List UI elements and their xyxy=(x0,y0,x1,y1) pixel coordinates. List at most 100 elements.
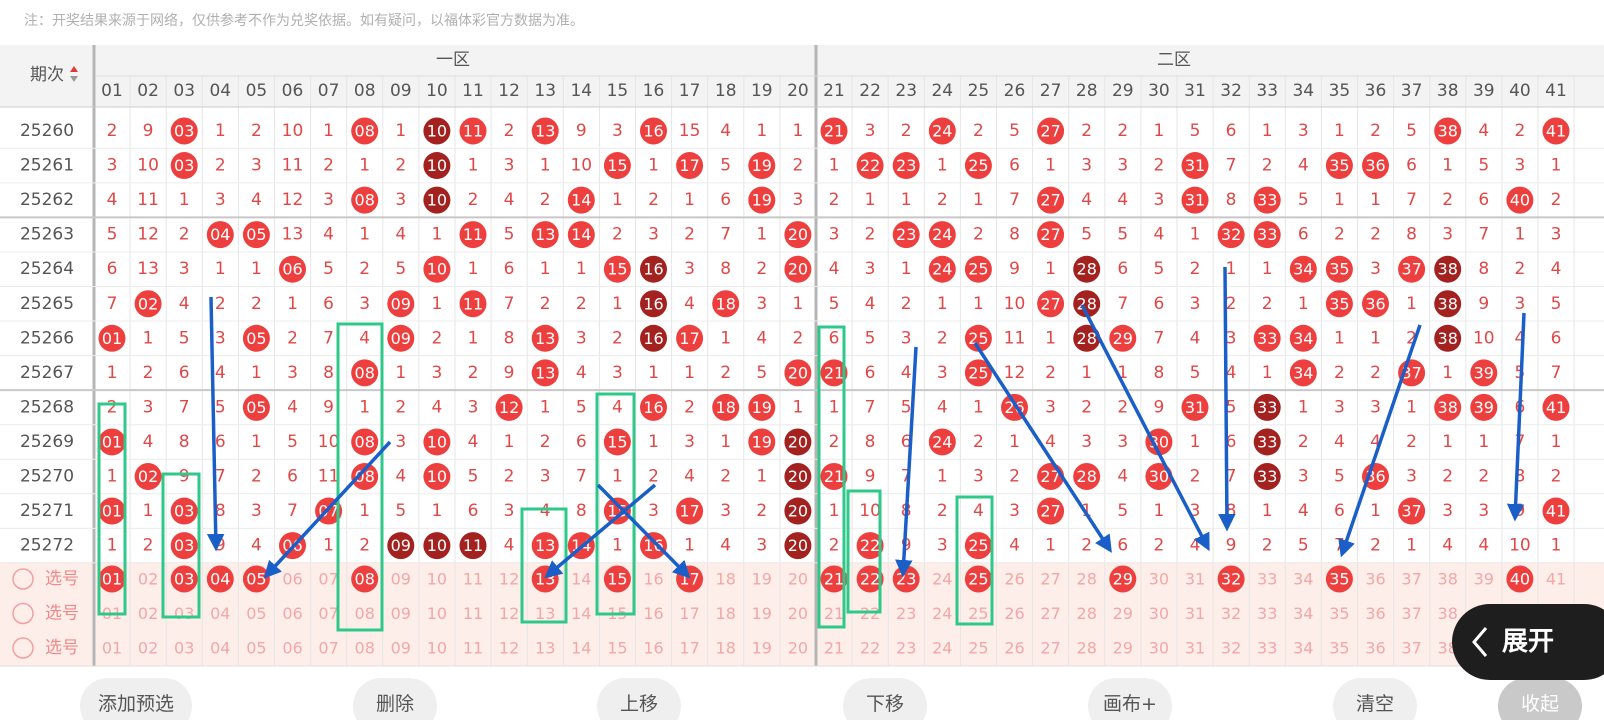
select-number[interactable]: 25 xyxy=(968,604,988,623)
select-number[interactable]: 37 xyxy=(1401,604,1421,623)
select-number[interactable]: 23 xyxy=(896,639,916,658)
select-number[interactable]: 08 xyxy=(355,639,375,658)
select-number[interactable]: 19 xyxy=(752,604,772,623)
select-number[interactable]: 21 xyxy=(824,639,844,658)
select-number[interactable]: 36 xyxy=(1365,639,1385,658)
select-number[interactable]: 03 xyxy=(174,570,194,589)
selected-ball[interactable] xyxy=(98,565,126,593)
select-number[interactable]: 05 xyxy=(246,570,266,589)
select-number[interactable]: 35 xyxy=(1329,604,1349,623)
toolbar-button[interactable] xyxy=(597,678,681,720)
selected-ball[interactable] xyxy=(170,565,198,593)
select-label[interactable]: 选号 xyxy=(45,638,79,658)
select-number[interactable]: 13 xyxy=(535,639,555,658)
select-number[interactable]: 38 xyxy=(1438,570,1458,589)
select-number[interactable]: 11 xyxy=(463,639,483,658)
select-number[interactable]: 28 xyxy=(1077,639,1097,658)
select-label[interactable]: 选号 xyxy=(45,569,79,589)
select-number[interactable]: 27 xyxy=(1040,570,1060,589)
select-number[interactable]: 11 xyxy=(463,604,483,623)
select-radio[interactable] xyxy=(12,568,34,590)
selected-ball[interactable] xyxy=(242,565,270,593)
select-number[interactable]: 24 xyxy=(932,639,952,658)
toolbar-button[interactable] xyxy=(1498,678,1582,720)
select-number[interactable]: 20 xyxy=(788,604,808,623)
toolbar-button[interactable] xyxy=(80,678,192,720)
select-number[interactable]: 29 xyxy=(1113,639,1133,658)
select-number[interactable]: 30 xyxy=(1149,639,1169,658)
selected-ball[interactable] xyxy=(1325,565,1353,593)
select-radio[interactable] xyxy=(12,637,34,659)
select-number[interactable]: 16 xyxy=(643,639,663,658)
toolbar-button[interactable] xyxy=(1088,678,1172,720)
select-number[interactable]: 24 xyxy=(932,570,952,589)
select-number[interactable]: 16 xyxy=(643,570,663,589)
select-number[interactable]: 01 xyxy=(102,570,122,589)
select-number[interactable]: 03 xyxy=(174,639,194,658)
select-number[interactable]: 34 xyxy=(1293,604,1313,623)
toolbar-label[interactable]: 收起 xyxy=(1521,693,1559,715)
select-number[interactable]: 22 xyxy=(860,639,880,658)
selected-ball[interactable] xyxy=(206,565,234,593)
select-number[interactable]: 37 xyxy=(1401,639,1421,658)
select-number[interactable]: 24 xyxy=(932,604,952,623)
select-number[interactable]: 11 xyxy=(463,570,483,589)
select-number[interactable]: 19 xyxy=(752,570,772,589)
selected-ball[interactable] xyxy=(1506,565,1534,593)
select-number[interactable]: 36 xyxy=(1365,570,1385,589)
select-number[interactable]: 09 xyxy=(391,639,411,658)
select-number[interactable]: 27 xyxy=(1040,604,1060,623)
select-number[interactable]: 10 xyxy=(427,604,447,623)
select-number[interactable]: 33 xyxy=(1257,570,1277,589)
select-number[interactable]: 08 xyxy=(355,604,375,623)
select-number[interactable]: 14 xyxy=(571,639,591,658)
sort-down[interactable] xyxy=(70,76,78,82)
select-number[interactable]: 07 xyxy=(318,604,338,623)
select-number[interactable]: 14 xyxy=(571,604,591,623)
select-number[interactable]: 31 xyxy=(1185,604,1205,623)
period-header[interactable]: 期次 xyxy=(30,65,64,85)
toolbar-label[interactable]: 删除 xyxy=(376,693,414,715)
select-number[interactable]: 32 xyxy=(1221,570,1241,589)
expand-label[interactable]: 展开 xyxy=(1502,627,1554,657)
select-number[interactable]: 34 xyxy=(1293,639,1313,658)
select-number[interactable]: 26 xyxy=(1004,570,1024,589)
select-number[interactable]: 10 xyxy=(427,639,447,658)
select-number[interactable]: 37 xyxy=(1401,570,1421,589)
select-number[interactable]: 15 xyxy=(607,639,627,658)
select-number[interactable]: 34 xyxy=(1293,570,1313,589)
select-number[interactable]: 28 xyxy=(1077,570,1097,589)
select-number[interactable]: 20 xyxy=(788,639,808,658)
select-number[interactable]: 36 xyxy=(1365,604,1385,623)
selected-ball[interactable] xyxy=(1217,565,1245,593)
select-number[interactable]: 20 xyxy=(788,570,808,589)
select-number[interactable]: 30 xyxy=(1149,570,1169,589)
selected-ball[interactable] xyxy=(856,565,884,593)
selected-ball[interactable] xyxy=(603,565,631,593)
select-number[interactable]: 12 xyxy=(499,604,519,623)
expand-button[interactable] xyxy=(1452,604,1604,680)
toolbar-label[interactable]: 添加预选 xyxy=(98,693,174,715)
select-number[interactable]: 32 xyxy=(1221,604,1241,623)
toolbar-button[interactable] xyxy=(353,678,437,720)
select-number[interactable]: 25 xyxy=(968,570,988,589)
toolbar-button[interactable] xyxy=(1333,678,1417,720)
select-number[interactable]: 14 xyxy=(571,570,591,589)
select-number[interactable]: 17 xyxy=(679,639,699,658)
select-number[interactable]: 30 xyxy=(1149,604,1169,623)
select-number[interactable]: 07 xyxy=(318,570,338,589)
select-number[interactable]: 17 xyxy=(679,604,699,623)
toolbar-label[interactable]: 上移 xyxy=(620,693,658,715)
select-number[interactable]: 10 xyxy=(427,570,447,589)
select-number[interactable]: 01 xyxy=(102,639,122,658)
select-number[interactable]: 18 xyxy=(716,570,736,589)
select-number[interactable]: 04 xyxy=(210,639,230,658)
select-number[interactable]: 06 xyxy=(282,604,302,623)
select-number[interactable]: 15 xyxy=(607,570,627,589)
select-number[interactable]: 25 xyxy=(968,639,988,658)
select-number[interactable]: 02 xyxy=(138,639,158,658)
select-number[interactable]: 02 xyxy=(138,570,158,589)
select-number[interactable]: 33 xyxy=(1257,604,1277,623)
select-number[interactable]: 32 xyxy=(1221,639,1241,658)
select-number[interactable]: 38 xyxy=(1438,604,1458,623)
